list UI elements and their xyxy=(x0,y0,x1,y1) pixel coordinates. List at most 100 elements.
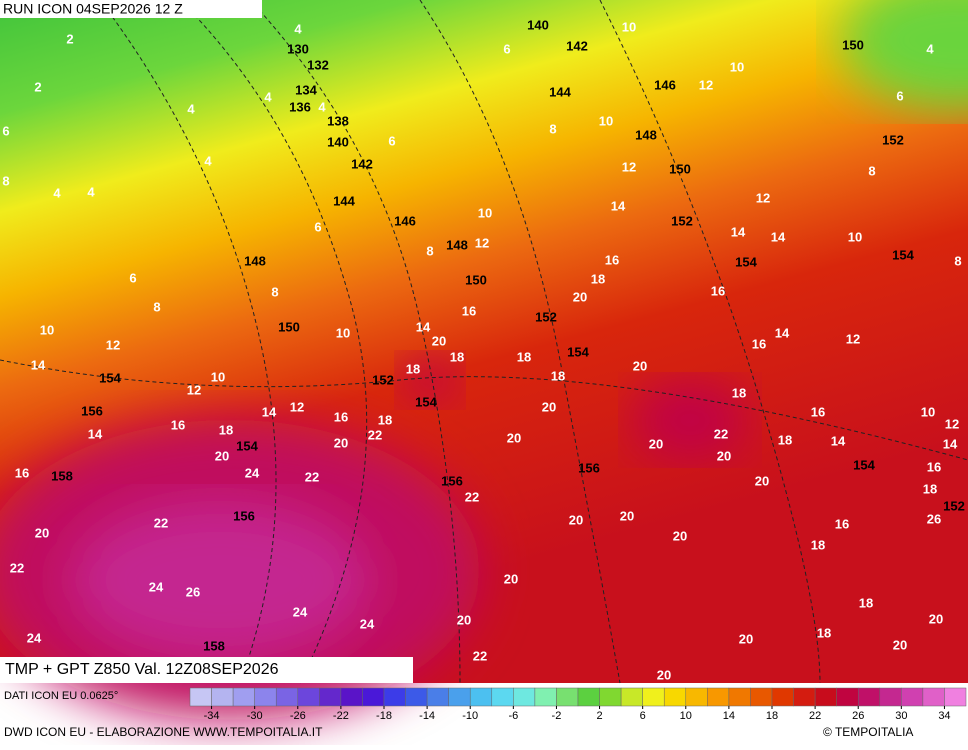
colorbar-tick-label: -14 xyxy=(419,710,435,722)
temperature-label: 8 xyxy=(2,173,9,188)
temperature-label: 22 xyxy=(368,427,382,442)
colorbar-box xyxy=(383,687,406,707)
temperature-label: 4 xyxy=(318,99,326,114)
geopotential-label: 134 xyxy=(295,82,317,97)
temperature-label: 18 xyxy=(778,432,792,447)
temperature-label: 8 xyxy=(426,243,433,258)
geopotential-label: 152 xyxy=(882,132,904,147)
temperature-label: 20 xyxy=(569,512,583,527)
header-box xyxy=(0,0,262,18)
temperature-label: 18 xyxy=(811,537,825,552)
geopotential-label: 156 xyxy=(441,473,463,488)
colorbar-tick-label: -6 xyxy=(508,710,518,722)
temperature-label: 18 xyxy=(517,349,531,364)
colorbar-box xyxy=(362,687,385,707)
temperature-label: 6 xyxy=(388,133,395,148)
colorbar-box xyxy=(642,687,665,707)
temperature-label: 20 xyxy=(755,473,769,488)
temperature-label: 20 xyxy=(717,448,731,463)
copyright: © TEMPOITALIA xyxy=(823,725,913,739)
temperature-label: 12 xyxy=(187,382,201,397)
temperature-label: 24 xyxy=(149,579,164,594)
temperature-label: 24 xyxy=(293,604,308,619)
run-label: RUN ICON 04SEP2026 12 Z xyxy=(3,1,183,17)
colorbar-box xyxy=(275,687,299,707)
temperature-label: 14 xyxy=(262,404,277,419)
geopotential-label: 132 xyxy=(307,57,329,72)
temperature-label: 18 xyxy=(923,481,937,496)
geopotential-label: 150 xyxy=(669,161,691,176)
colorbar-box xyxy=(814,687,837,707)
colorbar-box xyxy=(922,687,945,707)
temperature-label: 14 xyxy=(31,357,46,372)
temperature-label: 12 xyxy=(699,77,713,92)
temperature-label: 20 xyxy=(929,611,943,626)
temperature-label: 20 xyxy=(457,612,471,627)
colorbar-tick-label: 22 xyxy=(809,710,821,722)
colorbar-tick-label: -10 xyxy=(462,710,478,722)
temperature-label: 2 xyxy=(34,79,41,94)
colorbar-tick-label: 34 xyxy=(938,710,950,722)
temperature-label: 6 xyxy=(503,41,510,56)
temperature-label: 8 xyxy=(271,284,278,299)
geopotential-label: 152 xyxy=(943,498,965,513)
geopotential-label: 148 xyxy=(446,237,468,252)
colorbar-box xyxy=(685,687,708,707)
temperature-label: 4 xyxy=(294,21,302,36)
colorbar-tick-label: 6 xyxy=(640,710,646,722)
colorbar-box xyxy=(857,687,881,707)
temperature-label: 18 xyxy=(859,595,873,610)
temperature-label: 16 xyxy=(15,465,29,480)
geopotential-label: 154 xyxy=(415,394,437,409)
temperature-label: 10 xyxy=(921,404,935,419)
temperature-label: 18 xyxy=(450,349,464,364)
temperature-label: 10 xyxy=(599,113,613,128)
temperature-label: 16 xyxy=(605,252,619,267)
temperature-label: 20 xyxy=(893,637,907,652)
geopotential-label: 148 xyxy=(635,127,657,142)
temperature-label: 18 xyxy=(378,412,392,427)
temperature-label: 20 xyxy=(334,435,348,450)
geopotential-label: 150 xyxy=(278,319,300,334)
temperature-label: 8 xyxy=(868,163,875,178)
geopotential-label: 144 xyxy=(549,84,571,99)
temperature-label: 10 xyxy=(622,19,636,34)
geopotential-label: 156 xyxy=(81,403,103,418)
colorbar-box xyxy=(189,687,212,707)
temperature-label: 6 xyxy=(314,219,321,234)
colorbar-box xyxy=(620,687,643,707)
temperature-label: 18 xyxy=(591,271,605,286)
temperature-label: 12 xyxy=(945,416,959,431)
temperature-label: 6 xyxy=(129,270,136,285)
colorbar-tick-label: -34 xyxy=(204,710,220,722)
geopotential-label: 138 xyxy=(327,113,349,128)
colorbar-box xyxy=(793,687,816,707)
colorbar-tick-label: 26 xyxy=(852,710,864,722)
temperature-label: 4 xyxy=(187,101,195,116)
temperature-label: 16 xyxy=(462,303,476,318)
data-source: DATI ICON EU 0.0625° xyxy=(4,690,118,702)
colorbar-box xyxy=(211,687,234,707)
colorbar-box xyxy=(599,687,622,707)
temperature-label: 18 xyxy=(406,361,420,376)
temperature-label: 22 xyxy=(305,469,319,484)
temperature-label: 14 xyxy=(731,224,746,239)
temperature-label: 20 xyxy=(432,333,446,348)
temperature-label: 6 xyxy=(2,123,9,138)
colorbar-tick-label: 30 xyxy=(895,710,907,722)
geopotential-label: 148 xyxy=(244,253,266,268)
geopotential-label: 158 xyxy=(203,638,225,653)
colorbar-box xyxy=(577,687,600,707)
temperature-label: 16 xyxy=(811,404,825,419)
temperature-label: 14 xyxy=(831,433,846,448)
temperature-label: 20 xyxy=(739,631,753,646)
temperature-label: 14 xyxy=(943,436,958,451)
geopotential-label: 154 xyxy=(735,254,757,269)
colorbar-box xyxy=(556,687,579,707)
colorbar-tick-label: 18 xyxy=(766,710,778,722)
geopotential-label: 144 xyxy=(333,193,355,208)
colorbar-tick-label: 2 xyxy=(596,710,602,722)
credit: DWD ICON EU - ELABORAZIONE WWW.TEMPOITAL… xyxy=(4,725,323,739)
temperature-label: 12 xyxy=(846,331,860,346)
colorbar-box xyxy=(663,687,687,707)
